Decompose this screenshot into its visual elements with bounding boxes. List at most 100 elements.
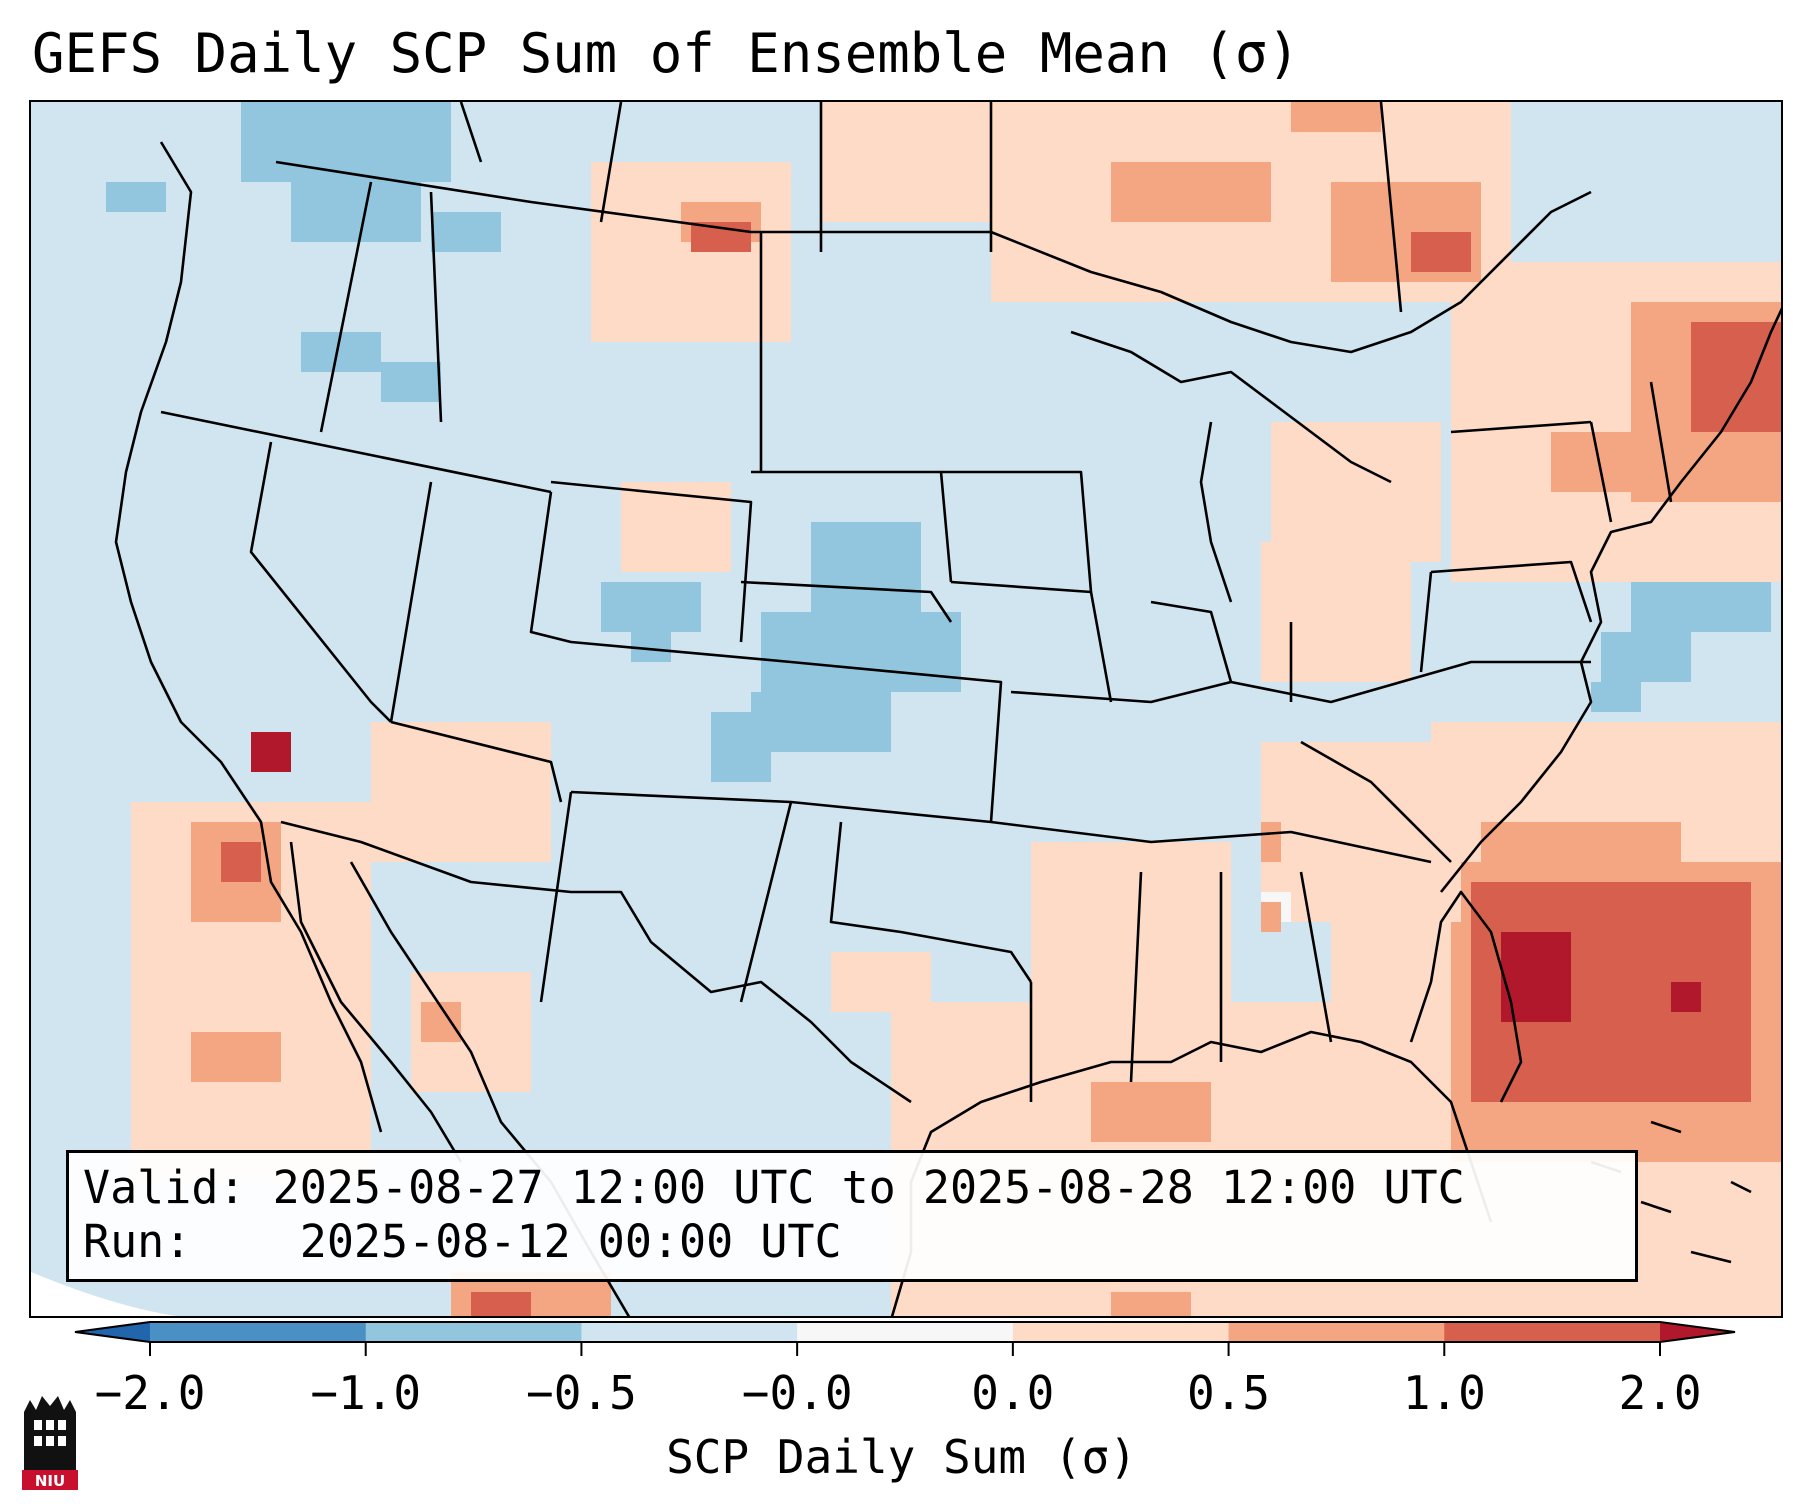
anomaly-cell [1261,902,1281,932]
anomaly-cell [106,182,166,212]
state-border [539,791,573,1003]
colorbar-segment [797,1322,1014,1342]
anomaly-cell [291,182,421,242]
island [1690,1250,1732,1264]
anomaly-cell [1261,822,1281,862]
state-border [990,820,1432,864]
anomaly-cell [1111,162,1271,222]
anomaly-cell [691,222,751,252]
colorbar-tick-marks [149,1342,1661,1356]
anomaly-cell [1091,102,1451,152]
run-value: 2025-08-12 00:00 UTC [299,1215,842,1268]
state-border [1150,600,1233,683]
state-borders [114,102,1781,1316]
colorbar-segment [150,1322,367,1342]
state-border [389,481,433,723]
anomaly-cell [821,102,991,222]
logo-banner [22,1470,78,1490]
valid-value: 2025-08-27 12:00 UTC to 2025-08-28 12:00… [272,1161,1465,1214]
colorbar-segment [1012,1322,1230,1342]
colorbar-extend-high [1660,1322,1735,1342]
colorbar-tick-label: 0.5 [1187,1366,1271,1420]
great-lakes-shore [1070,330,1392,484]
colorbar-tick-label: −2.0 [94,1366,206,1420]
colorbar-segment [1228,1322,1445,1342]
anomaly-cell [251,732,291,772]
state-border [1430,560,1593,623]
state-border [1300,740,1452,863]
anomaly-cell [1111,882,1201,992]
island [1650,1120,1682,1134]
province-border [459,102,483,163]
anomaly-cell [371,722,551,862]
state-border [249,441,392,723]
state-border [1010,660,1591,704]
anomaly-cell [1481,822,1681,882]
anomaly-cell [1111,1292,1191,1316]
colorbar-label: SCP Daily Sum (σ) [666,1430,1137,1484]
province-border [599,102,623,223]
colorbar-tick-label: 1.0 [1402,1366,1486,1420]
anomaly-cell [431,212,501,252]
colorbar-segment [365,1322,582,1342]
run-label: Run: [83,1215,192,1268]
state-border [1299,871,1333,1043]
anomaly-cell [811,522,921,612]
state-border [550,480,753,643]
state-border [1450,420,1592,434]
colorbar-segment [1444,1322,1661,1342]
us-canada-border [275,160,1592,354]
logo-tower [24,1396,76,1472]
anomaly-cell [1691,322,1781,432]
state-border [160,410,552,494]
state-border [1419,571,1433,673]
colorbar-segment [581,1322,798,1342]
anomaly-cell [301,332,381,372]
baja-coastline [289,841,463,1163]
anomaly-cell [241,102,451,182]
state-border [941,470,1093,593]
colorbar-tick-label: 0.0 [971,1366,1055,1420]
colorbar-tick-label: −0.5 [526,1366,637,1420]
pacific-coastline [114,141,383,1133]
state-border [1649,381,1673,503]
island [1640,1200,1672,1214]
map-panel [29,100,1783,1318]
province-border [1379,102,1403,313]
anomaly-cell [1411,232,1471,272]
island [1730,1180,1752,1194]
anomaly-cell [221,842,261,882]
colorbar [74,1321,1736,1356]
anomaly-cell [631,622,671,662]
anomaly-cell [751,692,891,752]
anomaly-cell [1631,582,1771,632]
colorbar-tick-label: −0.0 [741,1366,853,1420]
projection-edge [31,1272,177,1316]
anomaly-cell [1271,422,1441,562]
state-border [1129,871,1143,1083]
atlantic-coastline [1439,307,1781,893]
map-title: GEFS Daily SCP Sum of Ensemble Mean (σ) [32,22,1300,85]
anomaly-cell [711,712,771,782]
logo-windows [34,1420,66,1446]
scp-map [31,102,1781,1316]
state-border [739,801,793,1003]
state-border [790,660,1003,823]
anomaly-cell [831,952,931,1012]
anomaly-cell [1591,682,1641,712]
state-border [319,181,373,433]
valid-label: Valid: [83,1161,246,1214]
colorbar-segments [150,1322,1661,1342]
anomaly-cell [1671,982,1701,1012]
lake-michigan-shore [1199,421,1233,603]
state-border [529,491,792,664]
colorbar-tick-label: −1.0 [310,1366,422,1420]
colorbar-tick-label: 2.0 [1618,1366,1702,1420]
anomaly-cell [1261,542,1411,682]
validity-info-box: Valid: 2025-08-27 12:00 UTC to 2025-08-2… [66,1150,1638,1282]
state-border [390,720,563,803]
florida-coastline [1409,890,1523,1103]
anomaly-cell [1551,432,1631,492]
anomaly-cell [471,1292,531,1316]
anomaly-cell [1601,632,1691,682]
